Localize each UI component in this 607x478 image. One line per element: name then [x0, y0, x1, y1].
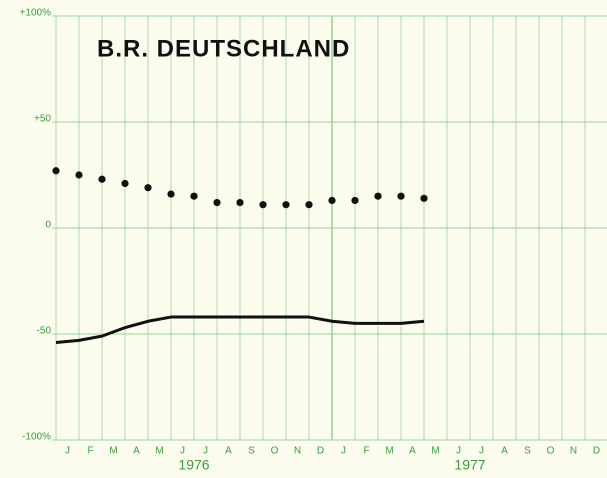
data-dot	[236, 198, 244, 207]
y-tick-label: +50	[34, 114, 51, 125]
data-dot	[98, 175, 106, 183]
x-tick-label: O	[547, 446, 555, 457]
x-tick-label: A	[409, 446, 416, 457]
x-tick-label: J	[180, 446, 185, 457]
x-tick-label: F	[363, 446, 369, 457]
year-label: 1977	[454, 457, 485, 473]
data-dot	[52, 167, 60, 175]
x-tick-label: A	[225, 446, 232, 457]
data-dot	[190, 192, 198, 200]
data-dot	[282, 201, 290, 209]
data-dot	[305, 201, 313, 209]
data-dot	[121, 179, 129, 188]
data-line	[55, 315, 425, 344]
x-tick-label: M	[431, 446, 439, 457]
x-tick-label: D	[317, 446, 324, 457]
x-tick-label: J	[65, 446, 70, 457]
x-tick-label: J	[456, 446, 461, 457]
data-dot	[75, 171, 83, 179]
x-tick-label: J	[479, 446, 484, 457]
data-dot	[420, 194, 428, 202]
y-tick-label: -100%	[22, 432, 51, 443]
x-tick-label: A	[133, 446, 140, 457]
y-tick-label: 0	[45, 220, 51, 231]
x-tick-label: S	[248, 446, 255, 457]
data-dot	[328, 196, 336, 205]
x-tick-label: D	[593, 446, 600, 457]
x-tick-label: N	[570, 446, 577, 457]
x-tick-label: F	[87, 446, 93, 457]
x-tick-label: M	[109, 446, 117, 457]
x-tick-label: N	[294, 446, 301, 457]
data-dot	[167, 190, 175, 198]
x-tick-label: M	[155, 446, 163, 457]
x-tick-label: M	[385, 446, 393, 457]
data-dot	[144, 184, 152, 192]
x-tick-label: S	[524, 446, 531, 457]
x-tick-label: J	[203, 446, 208, 457]
data-dot	[351, 196, 359, 205]
x-tick-label: O	[271, 446, 279, 457]
x-tick-label: J	[341, 446, 346, 457]
data-dot	[213, 198, 221, 207]
data-dot	[397, 192, 405, 200]
year-label: 1976	[178, 457, 209, 473]
data-dot	[374, 192, 382, 200]
y-tick-label: +100%	[20, 8, 52, 19]
data-dot	[259, 201, 267, 209]
x-tick-label: A	[501, 446, 508, 457]
chart-title: B.R. DEUTSCHLAND	[97, 35, 350, 62]
y-tick-label: -50	[37, 326, 52, 337]
